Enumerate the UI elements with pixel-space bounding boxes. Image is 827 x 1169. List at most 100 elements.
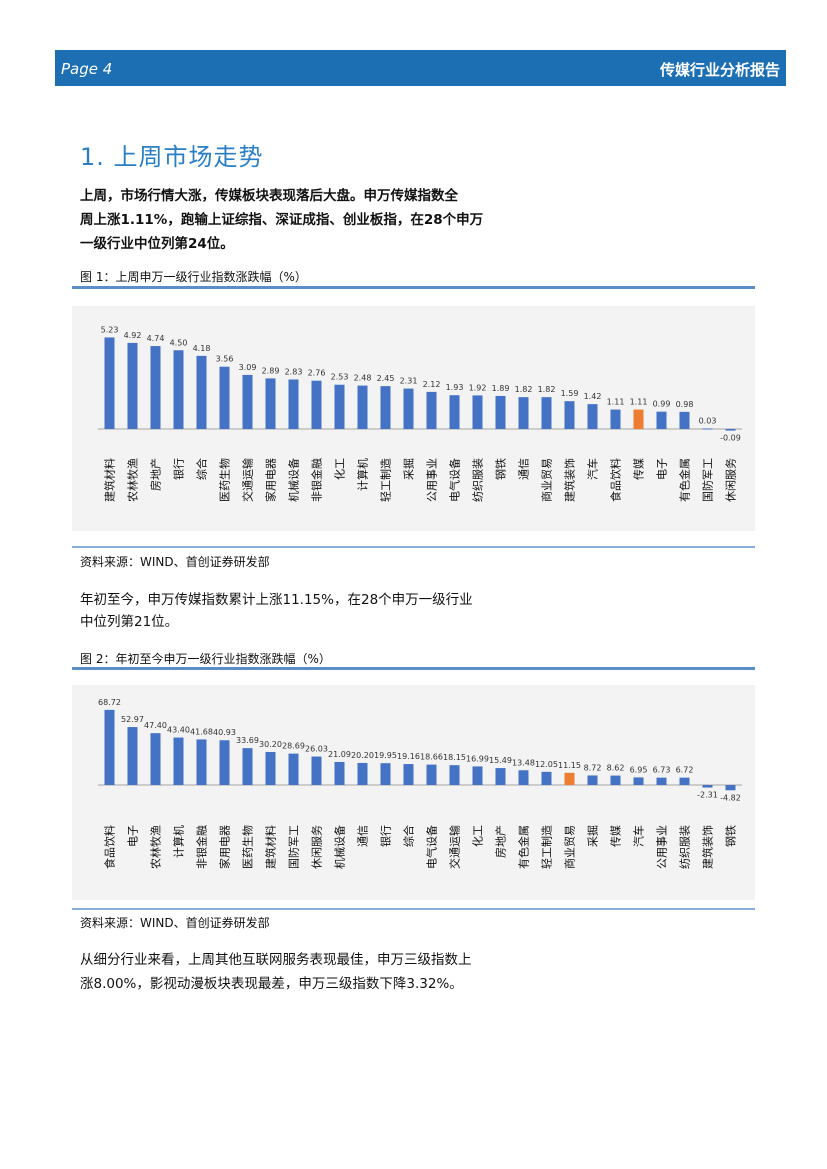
- data-label-2: 4.74: [147, 334, 165, 343]
- data-label-12: 2.45: [377, 374, 395, 383]
- category-label-13: 综合: [402, 825, 416, 847]
- data-label-15: 1.93: [446, 383, 464, 392]
- bar-20: [564, 772, 575, 785]
- bar-12: [380, 763, 391, 785]
- bar-19: [541, 771, 552, 785]
- data-label-13: 2.31: [400, 377, 418, 386]
- data-label-1: 52.97: [121, 715, 144, 724]
- data-label-1: 4.92: [124, 331, 142, 340]
- data-label-18: 13.48: [512, 758, 535, 767]
- data-label-3: 43.40: [167, 726, 190, 735]
- data-label-10: 2.53: [331, 373, 349, 382]
- category-label-1: 电子: [127, 825, 140, 847]
- bar-10: [334, 384, 345, 429]
- category-label-20: 建筑装饰: [563, 458, 577, 502]
- category-label-26: 建筑装饰: [701, 825, 715, 869]
- bar-8: [288, 753, 299, 785]
- bar-7: [265, 378, 276, 429]
- figure-1-source: 资料来源：WIND、首创证券研发部: [80, 555, 270, 569]
- bar-27: [725, 785, 736, 791]
- bar-2: [150, 346, 161, 429]
- category-label-21: 采掘: [586, 825, 600, 847]
- ytd-paragraph-line-2: 中位列第21位。: [80, 614, 179, 630]
- figure-1-caption: 图 1：上周申万一级行业指数涨跌幅（%）: [80, 270, 307, 284]
- data-label-9: 26.03: [305, 745, 328, 754]
- data-label-14: 2.12: [423, 380, 441, 389]
- category-label-3: 计算机: [172, 825, 186, 858]
- data-label-3: 4.50: [170, 338, 188, 347]
- category-label-5: 家用电器: [218, 825, 232, 869]
- bar-21: [587, 404, 598, 429]
- bar-22: [610, 775, 621, 785]
- bar-13: [403, 764, 414, 785]
- bar-3: [173, 350, 184, 429]
- figure-1-chart-area: 5.23 建筑材料 4.92 农林牧渔 4.74 房地产 4.50 银行 4.18 综合 3.56 医…: [72, 306, 755, 531]
- data-label-0: 68.72: [98, 698, 121, 707]
- category-label-16: 纺织服装: [471, 458, 485, 502]
- data-label-13: 19.16: [397, 752, 420, 761]
- category-label-11: 计算机: [356, 458, 370, 491]
- data-label-20: 1.59: [561, 389, 579, 398]
- bar-0: [104, 337, 115, 429]
- category-label-17: 钢铁: [495, 458, 508, 480]
- data-label-22: 1.11: [607, 398, 625, 407]
- category-label-27: 休闲服务: [724, 458, 738, 502]
- bar-26: [702, 428, 713, 430]
- category-label-26: 国防军工: [701, 458, 715, 502]
- data-label-19: 1.82: [538, 385, 556, 394]
- data-label-7: 30.20: [259, 740, 282, 749]
- intro-paragraph-line-1: 上周，市场行情大涨，传媒板块表现落后大盘。申万传媒指数全: [80, 188, 458, 204]
- data-label-21: 1.42: [584, 392, 602, 401]
- category-label-5: 医药生物: [218, 458, 232, 502]
- bar-15: [449, 395, 460, 429]
- data-label-18: 1.82: [515, 385, 533, 394]
- ytd-paragraph-line-1: 年初至今，申万传媒指数累计上涨11.15%，在28个申万一级行业: [80, 592, 473, 608]
- data-label-4: 41.68: [190, 727, 213, 736]
- category-label-10: 机械设备: [333, 825, 347, 869]
- header-bar: Page 4 传媒行业分析报告: [55, 50, 786, 86]
- bar-10: [334, 761, 345, 785]
- bar-24: [656, 411, 667, 429]
- bar-16: [472, 395, 483, 429]
- bar-3: [173, 737, 184, 785]
- bar-9: [311, 380, 322, 429]
- category-label-15: 交通运输: [448, 825, 462, 869]
- figure-2-top-rule: [72, 667, 755, 670]
- figure-1-chart: 5.23 建筑材料 4.92 农林牧渔 4.74 房地产 4.50 银行 4.18 综合 3.56 医…: [98, 325, 742, 502]
- category-label-23: 传媒: [633, 458, 646, 480]
- bar-9: [311, 756, 322, 785]
- figure-2-bottom-rule: [72, 908, 755, 910]
- bar-15: [449, 765, 460, 785]
- data-label-27: -4.82: [720, 793, 741, 802]
- bar-1: [127, 342, 138, 429]
- category-label-9: 休闲服务: [310, 825, 324, 869]
- data-label-11: 20.20: [351, 751, 374, 760]
- category-label-4: 综合: [195, 458, 209, 480]
- intro-paragraph-line-3: 一级行业中位列第24位。: [80, 236, 234, 252]
- bar-20: [564, 401, 575, 429]
- figure-1-top-rule: [72, 286, 755, 289]
- category-label-8: 国防军工: [287, 825, 301, 869]
- category-label-14: 公用事业: [426, 458, 439, 502]
- category-label-15: 电气设备: [448, 458, 462, 502]
- category-label-3: 银行: [172, 458, 186, 480]
- category-label-7: 建筑材料: [264, 825, 278, 869]
- category-label-7: 家用电器: [264, 458, 278, 502]
- data-label-22: 8.62: [607, 764, 625, 773]
- bar-19: [541, 397, 552, 429]
- data-label-25: 0.98: [676, 400, 694, 409]
- category-label-10: 化工: [333, 458, 347, 480]
- bar-11: [357, 385, 368, 429]
- bar-6: [242, 374, 253, 429]
- category-label-21: 汽车: [586, 458, 600, 480]
- category-label-1: 农林牧渔: [126, 458, 140, 502]
- category-label-12: 银行: [379, 825, 393, 847]
- category-label-19: 商业贸易: [540, 458, 554, 502]
- data-label-15: 18.15: [443, 753, 466, 762]
- category-label-16: 化工: [471, 825, 485, 847]
- bar-5: [219, 740, 230, 785]
- category-label-24: 电子: [656, 458, 669, 480]
- data-label-4: 4.18: [193, 344, 211, 353]
- category-label-14: 电气设备: [425, 825, 439, 869]
- category-label-8: 机械设备: [287, 458, 301, 502]
